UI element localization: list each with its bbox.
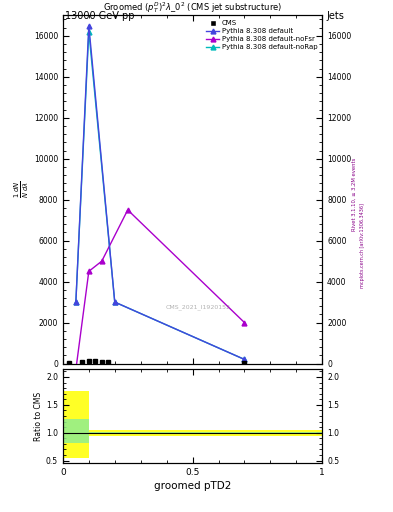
- Text: CMS_2021_I1920152: CMS_2021_I1920152: [165, 304, 230, 309]
- Bar: [102, 432, 322, 434]
- Bar: [102, 430, 322, 436]
- Y-axis label: Ratio to CMS: Ratio to CMS: [34, 392, 43, 440]
- Text: Jets: Jets: [326, 11, 344, 21]
- Text: mcplots.cern.ch [arXiv:1306.3436]: mcplots.cern.ch [arXiv:1306.3436]: [360, 203, 365, 288]
- Bar: [63, 391, 76, 458]
- Y-axis label: $\frac{1}{N}\frac{dN}{d\lambda}$: $\frac{1}{N}\frac{dN}{d\lambda}$: [13, 181, 31, 198]
- Bar: [89, 430, 102, 436]
- Text: 13000 GeV pp: 13000 GeV pp: [65, 11, 134, 21]
- X-axis label: groomed pTD2: groomed pTD2: [154, 481, 231, 492]
- Text: Rivet 3.1.10, ≥ 3.2M events: Rivet 3.1.10, ≥ 3.2M events: [352, 158, 357, 231]
- Bar: [76, 419, 89, 443]
- Bar: [89, 432, 102, 434]
- Title: Groomed $(p_T^D)^2\lambda\_0^2$ (CMS jet substructure): Groomed $(p_T^D)^2\lambda\_0^2$ (CMS jet…: [103, 1, 282, 15]
- Bar: [63, 419, 76, 443]
- Legend: CMS, Pythia 8.308 default, Pythia 8.308 default-noFsr, Pythia 8.308 default-noRa: CMS, Pythia 8.308 default, Pythia 8.308 …: [205, 19, 319, 52]
- Bar: [76, 391, 89, 458]
